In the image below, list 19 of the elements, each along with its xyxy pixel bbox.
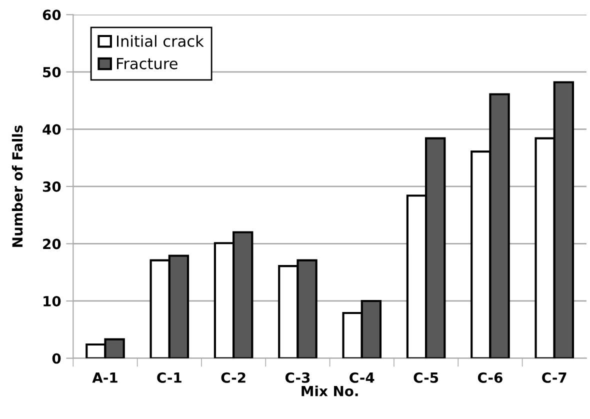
y-tick-label: 0	[52, 353, 61, 364]
x-tick-label: A-1	[92, 372, 118, 383]
x-tick-label: C-3	[285, 372, 310, 383]
legend-label: Fracture	[117, 58, 178, 70]
x-tick-label: C-7	[542, 372, 566, 383]
y-tick-label: 60	[42, 10, 61, 20]
y-tick-label: 40	[42, 124, 61, 135]
y-tick-label: 30	[42, 181, 61, 192]
x-tick-label: C-1	[157, 372, 182, 383]
x-tick-label: C-2	[221, 372, 246, 383]
x-tick-label: C-6	[478, 372, 502, 383]
y-tick-label: 50	[43, 66, 61, 78]
y-axis-title: Number of Falls	[12, 125, 23, 247]
x-tick-label: C-5	[414, 372, 438, 383]
y-tick-label: 20	[43, 238, 61, 250]
x-axis-title: Mix No.	[302, 386, 358, 396]
y-tick-label: 10	[44, 296, 61, 306]
legend-label: Initial crack	[117, 35, 204, 47]
x-tick-label: C-4	[350, 372, 374, 383]
